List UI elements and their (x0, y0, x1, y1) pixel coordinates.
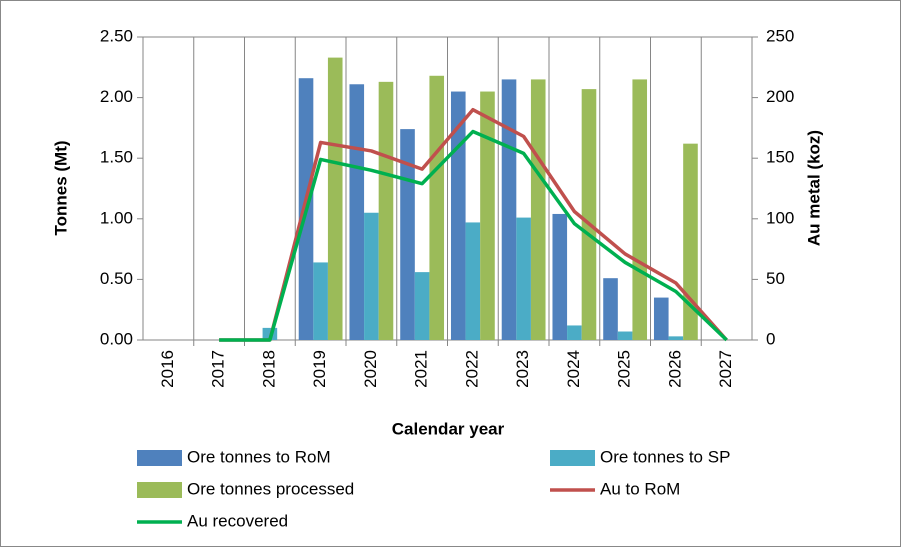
x-tick-label: 2025 (615, 350, 634, 388)
bar (567, 325, 582, 340)
y2-tick-label: 200 (766, 87, 794, 106)
bar (530, 79, 546, 341)
y-tick-label: 0.50 (100, 269, 133, 288)
x-tick-label: 2018 (259, 350, 278, 388)
y-tick-label: 2.50 (100, 26, 133, 45)
bar (414, 272, 430, 340)
bar (581, 89, 597, 340)
legend-label: Au to RoM (600, 479, 680, 498)
bar (603, 278, 618, 340)
bar (552, 213, 568, 340)
x-tick-label: 2026 (665, 350, 684, 388)
bar (480, 91, 495, 340)
y-tick-label: 0.00 (100, 329, 133, 348)
x-tick-label: 2017 (209, 350, 228, 388)
y-tick-label: 1.50 (100, 148, 133, 167)
bar (465, 222, 481, 340)
legend-label: Ore tonnes processed (187, 479, 354, 498)
bar (327, 57, 343, 340)
line (219, 107, 728, 342)
bar (349, 84, 365, 340)
bar (617, 331, 633, 340)
bar (429, 75, 445, 340)
x-tick-label: 2024 (564, 350, 583, 388)
bar (378, 81, 394, 341)
bar (364, 212, 379, 340)
legend-swatch (137, 450, 182, 466)
legend-label: Ore tonnes to SP (600, 447, 730, 466)
line (219, 129, 728, 342)
y2-tick-label: 50 (766, 269, 785, 288)
bar (683, 143, 698, 340)
legend-label: Ore tonnes to RoM (187, 447, 331, 466)
y-tick-label: 1.00 (100, 208, 133, 227)
bar (313, 262, 328, 340)
bar (668, 336, 684, 340)
x-tick-label: 2019 (310, 350, 329, 388)
x-tick-label: 2020 (361, 350, 380, 388)
y2-tick-label: 100 (766, 208, 794, 227)
x-tick-label: 2016 (158, 350, 177, 388)
y2-tick-label: 150 (766, 148, 794, 167)
legend-swatch (137, 482, 182, 498)
x-tick-label: 2022 (462, 350, 481, 388)
x-tick-label: 2021 (412, 350, 431, 388)
x-axis-title: Calendar year (392, 419, 505, 438)
x-tick-label: 2023 (513, 350, 532, 388)
bar (450, 91, 466, 340)
y2-axis-title: Au metal (koz) (804, 130, 823, 246)
bar (653, 297, 669, 340)
legend-swatch (550, 450, 595, 466)
y-axis-title: Tonnes (Mt) (51, 140, 70, 235)
y-tick-label: 2.00 (100, 87, 133, 106)
legend-label: Au recovered (187, 511, 288, 530)
bar (632, 79, 648, 341)
x-tick-label: 2027 (716, 350, 735, 388)
bar (516, 217, 531, 340)
bar (501, 79, 517, 341)
y2-tick-label: 0 (766, 329, 775, 348)
y2-tick-label: 250 (766, 26, 794, 45)
